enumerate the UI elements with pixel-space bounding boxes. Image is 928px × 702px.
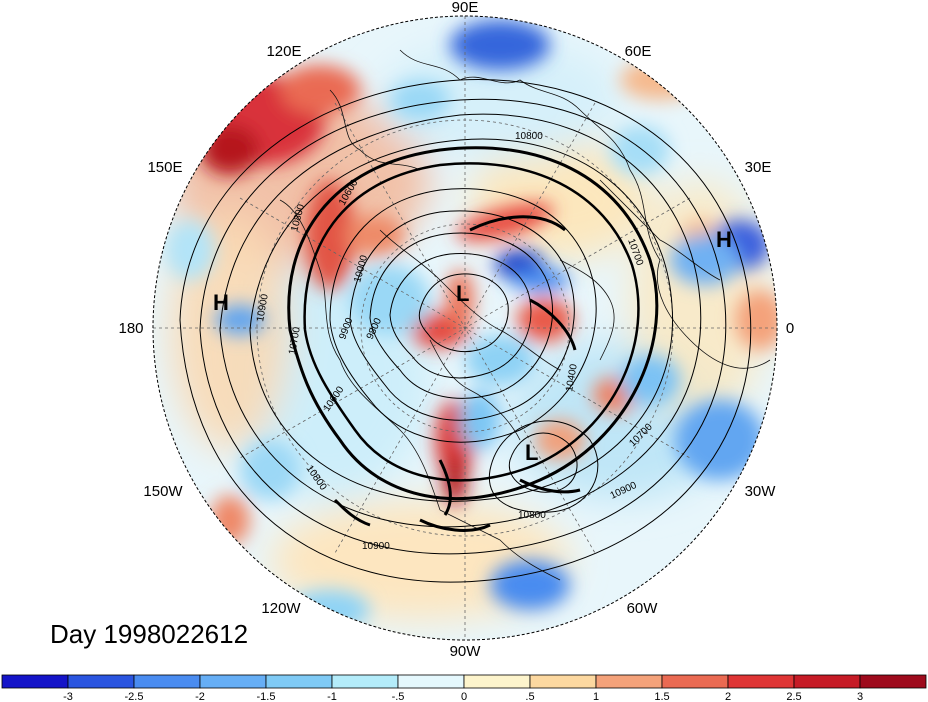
low-pressure-marker: L bbox=[456, 281, 469, 306]
contour-label: 10900 bbox=[255, 293, 271, 323]
colorbar: -3 -2.5 -2 -1.5 -1 -.5 0 .5 1 1.5 2 2.5 3 bbox=[1, 674, 927, 702]
map-title: Day 1998022612 bbox=[50, 619, 249, 649]
colorbar-box bbox=[595, 674, 663, 689]
lon-label-150w: 150W bbox=[143, 483, 183, 500]
lon-label-0: 0 bbox=[786, 320, 794, 337]
colorbar-tick-label: -.5 bbox=[392, 691, 405, 702]
colorbar-ticks: -3 -2.5 -2 -1.5 -1 -.5 0 .5 1 1.5 2 2.5 3 bbox=[63, 691, 863, 702]
colorbar-box bbox=[265, 674, 333, 689]
contour-label: 10900 bbox=[362, 541, 390, 552]
colorbar-box bbox=[793, 674, 861, 689]
lon-label-30e: 30E bbox=[745, 159, 772, 176]
colorbar-tick-label: -1 bbox=[327, 691, 337, 702]
colorbar-tick-label: .5 bbox=[525, 691, 534, 702]
lon-label-150e: 150E bbox=[147, 159, 182, 176]
map-boundary bbox=[152, 15, 778, 641]
colorbar-tick-label: 1 bbox=[593, 691, 599, 702]
lon-label-180: 180 bbox=[118, 320, 143, 337]
colorbar-box bbox=[133, 674, 201, 689]
lon-label-120e: 120E bbox=[266, 43, 301, 60]
height-contours bbox=[179, 79, 752, 583]
contour-label: 10700 bbox=[287, 326, 303, 356]
colorbar-tick-label: -3 bbox=[63, 691, 73, 702]
colorbar-box bbox=[1, 674, 69, 689]
contour-label: 10800 bbox=[518, 510, 546, 521]
colorbar-box bbox=[727, 674, 795, 689]
colorbar-box bbox=[397, 674, 465, 689]
colorbar-box bbox=[331, 674, 399, 689]
high-pressure-marker: H bbox=[213, 290, 229, 315]
colorbar-tick-label: 3 bbox=[857, 691, 863, 702]
contour-label: 10400 bbox=[564, 363, 580, 393]
pressure-markers: H H L L bbox=[213, 227, 732, 465]
colorbar-tick-label: 2 bbox=[725, 691, 731, 702]
high-pressure-marker: H bbox=[716, 227, 732, 252]
lon-label-60e: 60E bbox=[625, 43, 652, 60]
colorbar-box bbox=[463, 674, 531, 689]
lon-label-90e: 90E bbox=[452, 0, 479, 16]
lon-label-30w: 30W bbox=[745, 483, 777, 500]
anomaly-shading bbox=[153, 16, 777, 640]
contour-label: 10800 bbox=[515, 131, 543, 142]
colorbar-tick-label: -2.5 bbox=[125, 691, 144, 702]
colorbar-tick-label: 1.5 bbox=[654, 691, 669, 702]
low-pressure-marker: L bbox=[525, 440, 538, 465]
colorbar-box bbox=[529, 674, 597, 689]
colorbar-tick-label: 0 bbox=[461, 691, 467, 702]
longitude-labels: 90E 60E 30E 0 30W 60W 90W 120W 150W 180 … bbox=[118, 0, 794, 660]
lon-label-60w: 60W bbox=[627, 600, 659, 617]
lon-label-90w: 90W bbox=[450, 643, 482, 660]
colorbar-box bbox=[199, 674, 267, 689]
colorbar-tick-label: 2.5 bbox=[786, 691, 801, 702]
lon-label-120w: 120W bbox=[261, 600, 301, 617]
colorbar-tick-label: -2 bbox=[195, 691, 205, 702]
colorbar-box bbox=[859, 674, 927, 689]
colorbar-box bbox=[67, 674, 135, 689]
colorbar-box bbox=[661, 674, 729, 689]
colorbar-boxes bbox=[1, 674, 927, 689]
colorbar-tick-label: -1.5 bbox=[257, 691, 276, 702]
